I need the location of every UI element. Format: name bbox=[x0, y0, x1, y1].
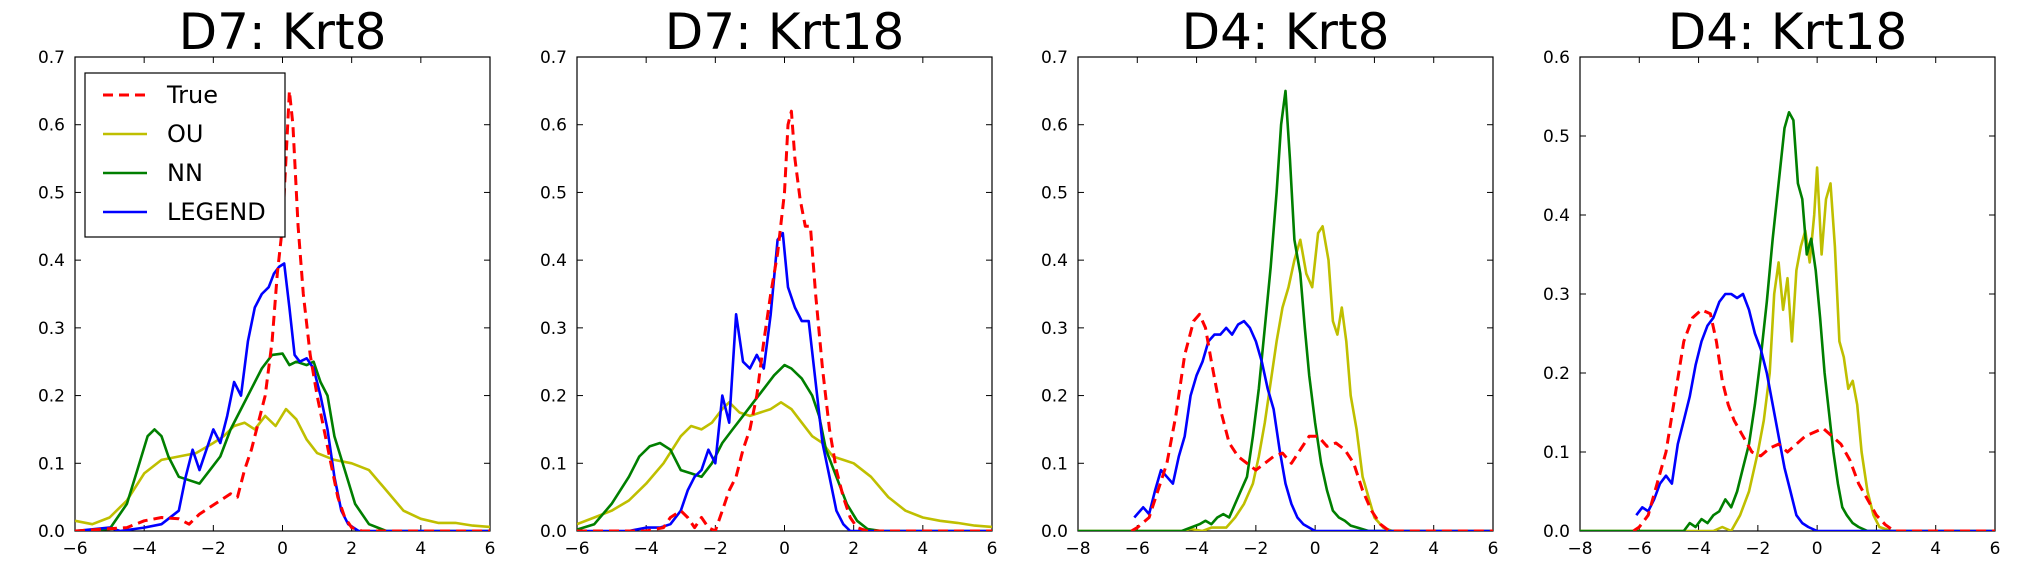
series-line-true bbox=[75, 89, 490, 531]
y-tick-label: 0.7 bbox=[1041, 48, 1068, 68]
chart-panel-3: D4: Krt8 −8 −6 −4 −2 0 2 4 6 0.0 0.1 0.2 0.3 0.4 0.5 0.… bbox=[1041, 3, 1498, 559]
x-tick-label: −6 bbox=[564, 539, 589, 559]
y-tick-label: 0.5 bbox=[38, 183, 65, 203]
y-tick-label: 0.0 bbox=[1543, 522, 1570, 542]
y-tick-label: 0.0 bbox=[540, 522, 567, 542]
series-line-nn bbox=[75, 352, 490, 531]
x-tick-label: −2 bbox=[1745, 539, 1770, 559]
y-tick-label: 0.3 bbox=[1041, 319, 1068, 339]
y-tick-label: 0.4 bbox=[38, 251, 65, 271]
chart-title: D7: Krt18 bbox=[665, 3, 905, 61]
x-tick-label: 6 bbox=[485, 539, 496, 559]
x-tick-label: −4 bbox=[1686, 539, 1711, 559]
y-tick-label: 0.2 bbox=[540, 387, 567, 407]
chart-panel-1: D7: Krt8 −6 −4 −2 0 2 4 6 0.0 0.1 0.2 0.3 0.4 0.5 0.6 0… bbox=[38, 3, 495, 559]
y-tick-label: 0.3 bbox=[38, 319, 65, 339]
series-line-legend bbox=[1133, 319, 1493, 531]
x-tick-label: 0 bbox=[1812, 539, 1823, 559]
y-tick-label: 0.5 bbox=[1543, 127, 1570, 147]
series-line-ou bbox=[577, 401, 992, 529]
x-tick-label: 0 bbox=[779, 539, 790, 559]
series-line-nn bbox=[1078, 89, 1493, 531]
y-tick-label: 0.0 bbox=[1041, 522, 1068, 542]
y-tick-label: 0.1 bbox=[1543, 443, 1570, 463]
chart-panel-2: D7: Krt18 −6 −4 −2 0 2 4 6 0.0 0.1 0.2 0.3 0.4 0.5 0.6… bbox=[540, 3, 997, 559]
y-tick-label: 0.4 bbox=[540, 251, 567, 271]
x-tick-label: 4 bbox=[917, 539, 928, 559]
y-tick-label: 0.6 bbox=[1543, 48, 1570, 68]
chart-panel-4: D4: Krt18 −8 −6 −4 −2 0 2 4 6 0.0 0.1 0.2 0.3 0.4 0.5 0… bbox=[1543, 3, 2000, 559]
y-tick-label: 0.4 bbox=[1041, 251, 1068, 271]
y-tick-label: 0.5 bbox=[540, 183, 567, 203]
y-tick-label: 0.1 bbox=[38, 454, 65, 474]
y-tick-label: 0.2 bbox=[1543, 364, 1570, 384]
legend-box bbox=[84, 72, 286, 238]
series-line-ou bbox=[75, 407, 490, 529]
x-tick-label: 0 bbox=[1310, 539, 1321, 559]
y-tick-label: 0.6 bbox=[1041, 116, 1068, 136]
x-tick-label: −2 bbox=[1243, 539, 1268, 559]
x-tick-label: −4 bbox=[1184, 539, 1209, 559]
x-tick-label: 6 bbox=[987, 539, 998, 559]
legend-label-true: True bbox=[166, 81, 218, 109]
y-tick-label: 0.7 bbox=[540, 48, 567, 68]
x-tick-label: 4 bbox=[415, 539, 426, 559]
y-tick-label: 0.2 bbox=[38, 387, 65, 407]
x-tick-label: 4 bbox=[1428, 539, 1439, 559]
x-tick-label: 2 bbox=[848, 539, 859, 559]
series-line-ou bbox=[1580, 166, 1995, 531]
legend-label-ou: OU bbox=[167, 120, 203, 148]
y-tick-label: 0.1 bbox=[1041, 454, 1068, 474]
x-tick-label: −8 bbox=[1567, 539, 1592, 559]
x-tick-label: 4 bbox=[1930, 539, 1941, 559]
y-tick-label: 0.4 bbox=[1543, 206, 1570, 226]
y-tick-label: 0.3 bbox=[1543, 285, 1570, 305]
chart-title: D4: Krt8 bbox=[1182, 3, 1390, 61]
series-line-true bbox=[1632, 308, 1995, 531]
y-tick-label: 0.2 bbox=[1041, 387, 1068, 407]
chart-title: D7: Krt8 bbox=[179, 3, 387, 61]
x-tick-label: 2 bbox=[1871, 539, 1882, 559]
x-tick-label: 6 bbox=[1488, 539, 1499, 559]
y-tick-label: 0.1 bbox=[540, 454, 567, 474]
axes-frame bbox=[576, 56, 993, 532]
chart-title: D4: Krt18 bbox=[1668, 3, 1908, 61]
x-tick-label: 2 bbox=[346, 539, 357, 559]
x-tick-label: −2 bbox=[201, 539, 226, 559]
x-tick-label: −6 bbox=[1627, 539, 1652, 559]
legend: True OU NN LEGEND bbox=[84, 72, 286, 238]
y-tick-label: 0.5 bbox=[1041, 183, 1068, 203]
x-tick-label: −8 bbox=[1065, 539, 1090, 559]
series-line-legend bbox=[75, 262, 490, 531]
y-tick-label: 0.0 bbox=[38, 522, 65, 542]
series-line-nn bbox=[577, 363, 992, 531]
x-tick-label: −4 bbox=[634, 539, 659, 559]
axes-frame bbox=[1077, 56, 1494, 532]
x-tick-label: 0 bbox=[277, 539, 288, 559]
x-tick-label: −6 bbox=[1125, 539, 1150, 559]
x-tick-label: 2 bbox=[1369, 539, 1380, 559]
series-line-true bbox=[577, 109, 992, 531]
series-line-nn bbox=[1580, 111, 1995, 531]
x-tick-label: −4 bbox=[132, 539, 157, 559]
x-tick-label: 6 bbox=[1990, 539, 2001, 559]
series-line-true bbox=[1130, 312, 1493, 531]
series-line-legend bbox=[577, 231, 992, 531]
legend-label-legend: LEGEND bbox=[167, 198, 266, 226]
y-tick-label: 0.6 bbox=[540, 116, 567, 136]
y-tick-label: 0.7 bbox=[38, 48, 65, 68]
x-tick-label: −2 bbox=[703, 539, 728, 559]
legend-label-nn: NN bbox=[167, 159, 203, 187]
x-tick-label: −6 bbox=[62, 539, 87, 559]
y-tick-label: 0.6 bbox=[38, 116, 65, 136]
series-line-ou bbox=[1078, 225, 1493, 531]
y-tick-label: 0.3 bbox=[540, 319, 567, 339]
series-line-legend bbox=[1635, 292, 1995, 531]
